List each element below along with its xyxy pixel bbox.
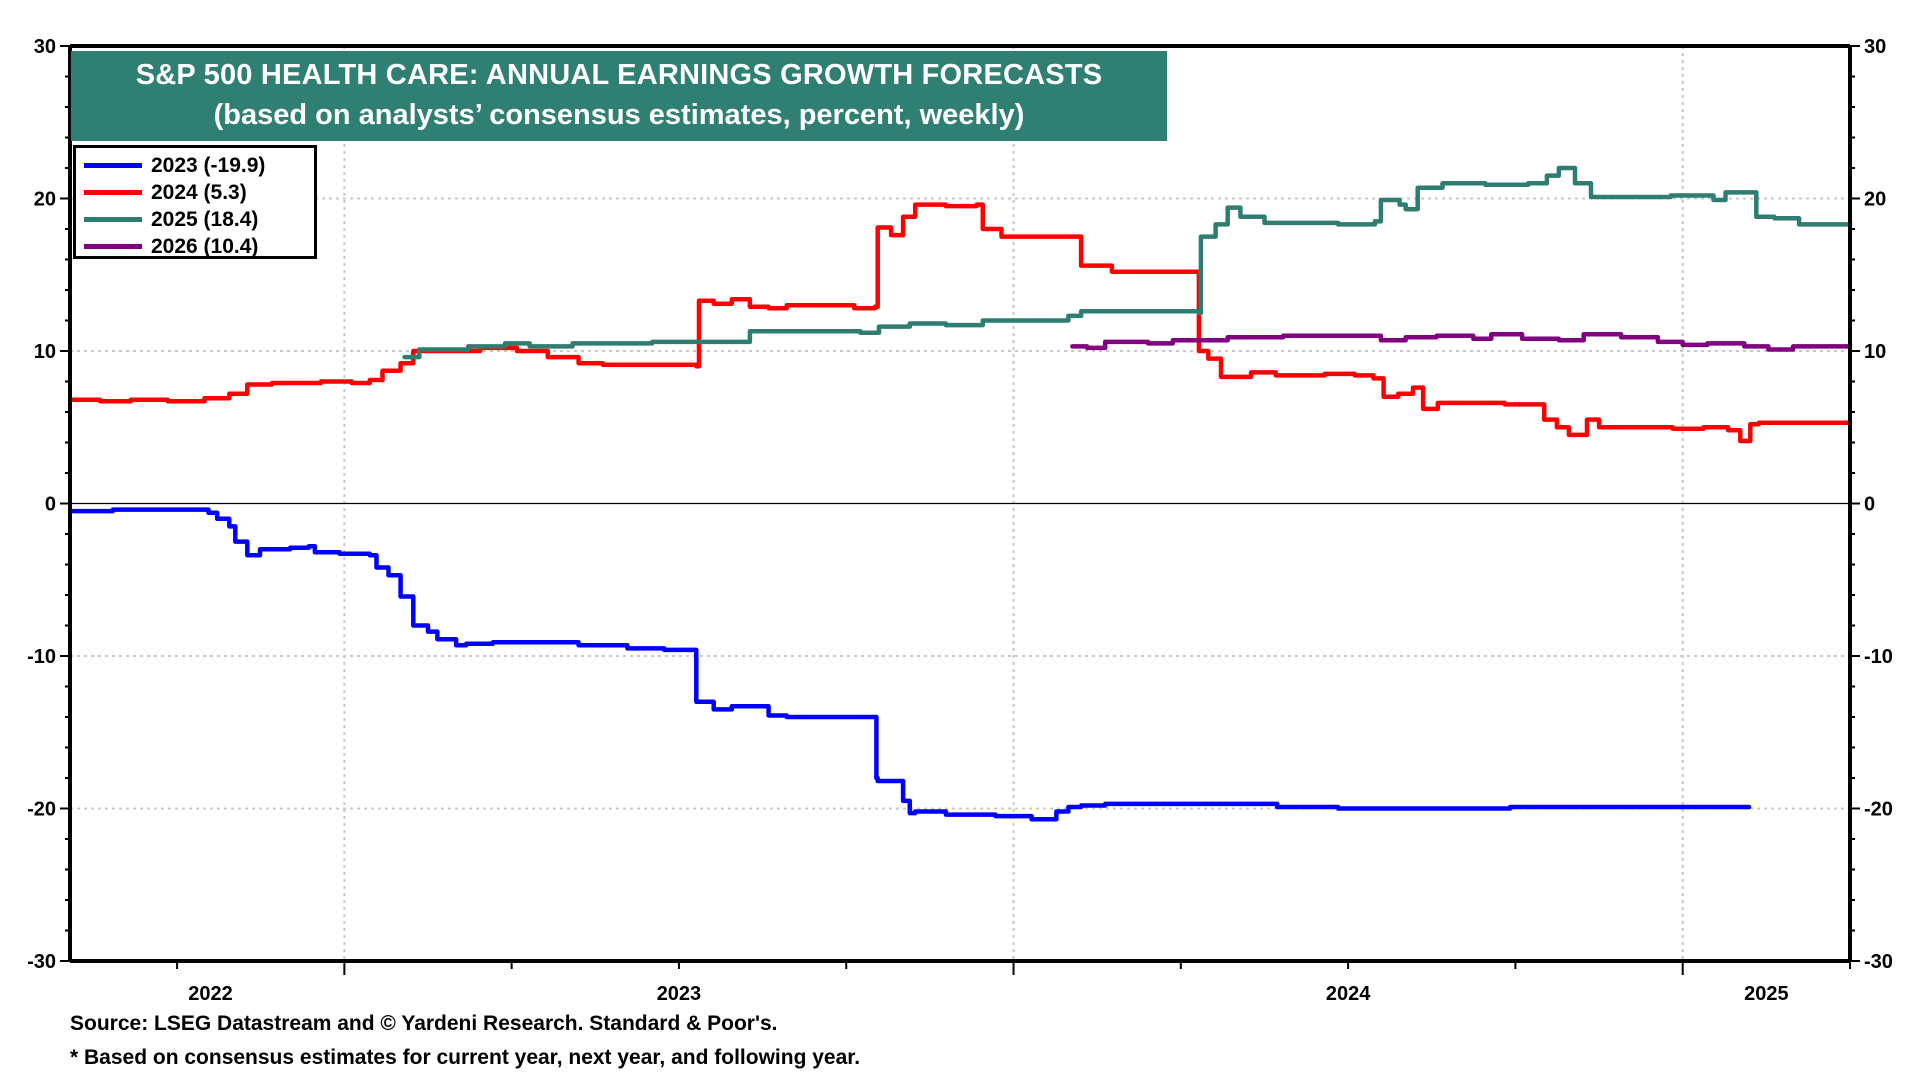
chart-title-box: S&P 500 HEALTH CARE: ANNUAL EARNINGS GRO… xyxy=(71,51,1167,141)
y-axis-right: 30 20 10 0 -10 -20 -30 xyxy=(1850,36,1893,973)
y-axis-left: 30 20 10 0 -10 -20 -30 xyxy=(27,36,70,973)
y-tick-label: 10 xyxy=(34,341,56,363)
series-line-2025 xyxy=(402,165,1853,360)
x-tick-label: 2022 xyxy=(188,983,233,1005)
series-line-2023 xyxy=(69,507,1752,822)
y-tick-label: 20 xyxy=(34,189,56,211)
y-tick-label: 20 xyxy=(1864,189,1886,211)
chart-subtitle: (based on analysts’ consensus estimates,… xyxy=(213,99,1025,131)
legend: 2023 (-19.9) 2024 (5.3) 2025 (18.4) 2026… xyxy=(73,145,317,259)
legend-item: 2023 (-19.9) xyxy=(76,152,314,179)
y-tick-label: 10 xyxy=(1864,341,1886,363)
legend-label: 2026 (10.4) xyxy=(151,234,259,258)
y-tick-label: -20 xyxy=(1864,799,1893,821)
source-note: Source: LSEG Datastream and © Yardeni Re… xyxy=(70,1012,778,1035)
legend-label: 2025 (18.4) xyxy=(151,207,259,231)
legend-swatch-2025 xyxy=(84,217,142,222)
x-tick-label: 2025 xyxy=(1744,983,1789,1005)
legend-label: 2023 (-19.9) xyxy=(151,153,266,177)
y-tick-label: 0 xyxy=(1864,494,1875,516)
x-tick-label: 2023 xyxy=(657,983,702,1005)
series-lines xyxy=(69,165,1853,822)
legend-swatch-2026 xyxy=(84,244,142,249)
y-tick-label: 30 xyxy=(34,36,56,58)
legend-swatch-2023 xyxy=(84,163,142,168)
y-tick-label: 30 xyxy=(1864,36,1886,58)
legend-swatch-2024 xyxy=(84,190,142,195)
y-tick-label: -10 xyxy=(1864,646,1893,668)
footnote: * Based on consensus estimates for curre… xyxy=(70,1046,861,1069)
chart-title: S&P 500 HEALTH CARE: ANNUAL EARNINGS GRO… xyxy=(135,59,1103,91)
y-tick-label: -10 xyxy=(27,646,56,668)
legend-label: 2024 (5.3) xyxy=(151,180,247,204)
y-tick-label: -20 xyxy=(27,799,56,821)
x-axis: 2022 2023 2024 2025 xyxy=(176,961,1851,1005)
legend-item: 2024 (5.3) xyxy=(76,179,314,206)
legend-item: 2025 (18.4) xyxy=(76,206,314,233)
y-tick-label: 0 xyxy=(45,494,56,516)
series-line-2024 xyxy=(69,202,1853,444)
y-tick-label: -30 xyxy=(27,951,56,973)
series-line-2026 xyxy=(1070,331,1853,352)
x-tick-label: 2024 xyxy=(1326,983,1371,1005)
y-tick-label: -30 xyxy=(1864,951,1893,973)
legend-item: 2026 (10.4) xyxy=(76,233,314,260)
